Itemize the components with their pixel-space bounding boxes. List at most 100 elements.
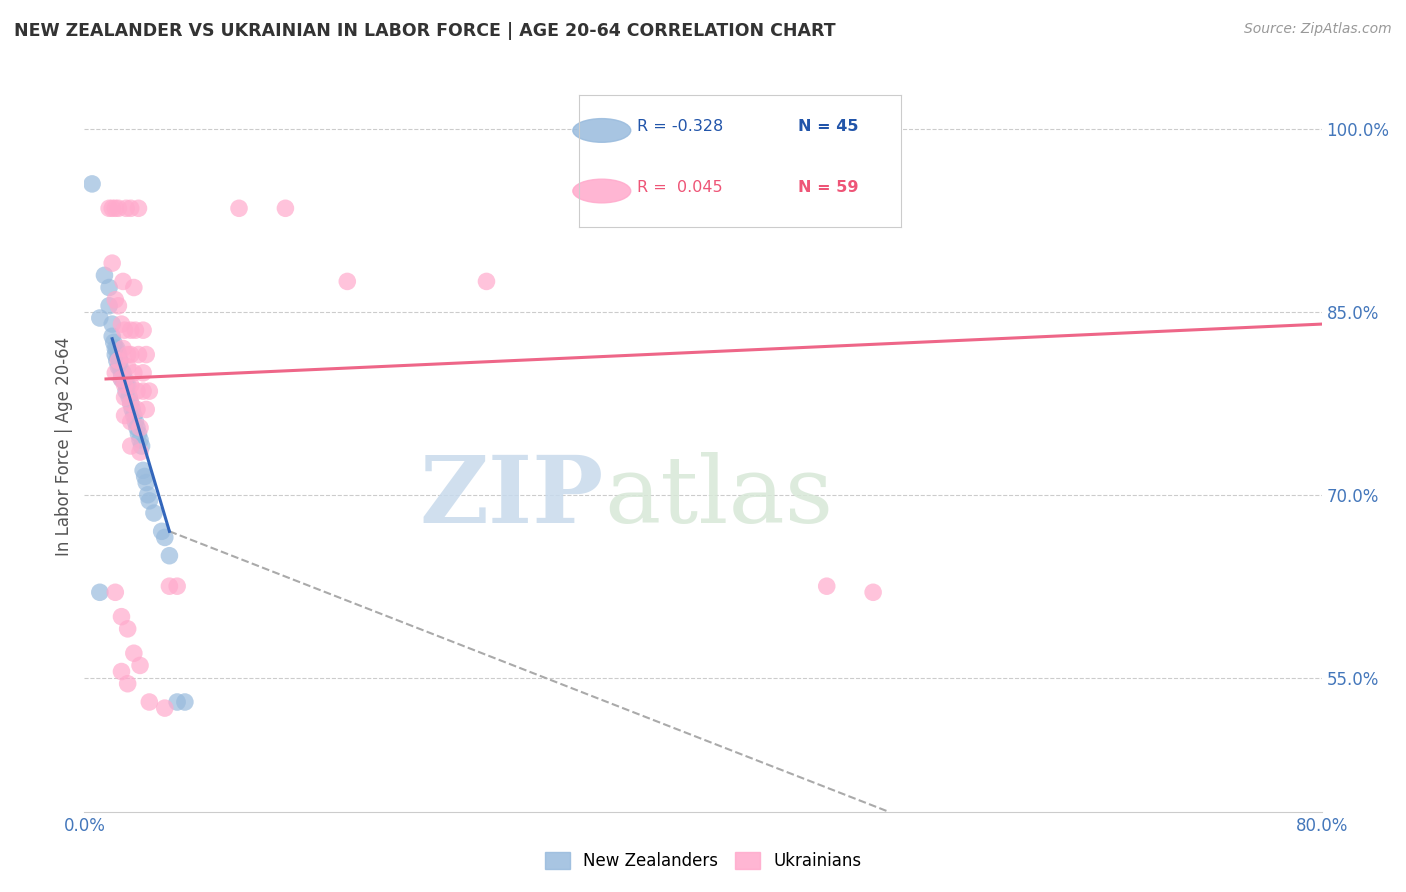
Point [110,372,132,386]
Point [159,549,181,563]
Point [98,280,121,294]
Point [115,202,138,216]
Point [89,585,111,599]
Point [138,695,160,709]
Point [122,646,145,660]
Point [110,366,132,380]
Point [153,531,176,545]
Point [114,372,136,386]
Point [112,372,135,386]
Point [122,280,145,294]
Point [101,317,124,331]
Point [475,275,498,289]
Point [135,348,157,362]
Point [138,494,160,508]
Point [124,323,146,337]
Point [117,677,139,691]
Point [108,359,131,374]
Point [112,366,135,380]
Point [117,378,139,392]
Point [128,348,150,362]
Point [132,463,155,477]
Point [110,665,132,679]
Point [136,488,159,502]
Y-axis label: In Labor Force | Age 20-64: In Labor Force | Age 20-64 [55,336,73,556]
Point [131,439,153,453]
Point [120,396,142,410]
Point [129,421,152,435]
Point [98,202,121,216]
Text: atlas: atlas [605,452,834,542]
Point [174,695,197,709]
Point [107,299,129,313]
Point [121,402,143,417]
Point [120,378,142,392]
Point [101,202,124,216]
Point [107,202,129,216]
Point [104,202,127,216]
Point [112,275,135,289]
Legend: New Zealanders, Ukrainians: New Zealanders, Ukrainians [538,845,868,877]
Point [122,409,145,423]
Point [166,579,188,593]
Text: Source: ZipAtlas.com: Source: ZipAtlas.com [1244,22,1392,37]
Point [104,342,127,356]
Point [129,433,152,447]
Point [120,348,142,362]
Point [117,359,139,374]
Point [125,384,148,399]
Point [125,421,148,435]
Point [166,695,188,709]
Point [110,317,132,331]
Point [115,384,138,399]
Point [132,384,155,399]
Point [336,275,359,289]
Point [132,366,155,380]
Point [138,384,160,399]
Point [98,299,121,313]
Point [862,585,884,599]
Point [115,378,138,392]
Point [120,323,142,337]
Point [114,378,136,392]
Point [120,439,142,453]
Point [128,426,150,441]
Point [274,202,297,216]
Point [104,293,127,307]
Point [101,329,124,343]
Point [101,256,124,270]
Point [120,396,142,410]
Point [129,445,152,459]
Point [125,402,148,417]
Point [105,353,128,368]
Point [114,409,136,423]
Point [93,268,115,283]
Point [110,372,132,386]
Point [89,311,111,326]
Point [82,177,104,191]
Point [118,390,141,404]
Point [128,202,150,216]
Point [103,335,125,350]
Point [117,622,139,636]
Point [120,202,142,216]
Point [150,524,173,539]
Point [228,202,250,216]
Point [132,323,155,337]
Point [117,348,139,362]
Point [108,353,131,368]
Point [114,323,136,337]
Point [815,579,838,593]
Point [107,348,129,362]
Point [134,469,156,483]
Point [143,506,166,520]
Point [110,609,132,624]
Point [107,359,129,374]
Point [153,701,176,715]
Point [112,342,135,356]
Point [135,475,157,490]
Point [122,366,145,380]
Point [114,390,136,404]
Point [105,342,128,356]
Point [120,415,142,429]
